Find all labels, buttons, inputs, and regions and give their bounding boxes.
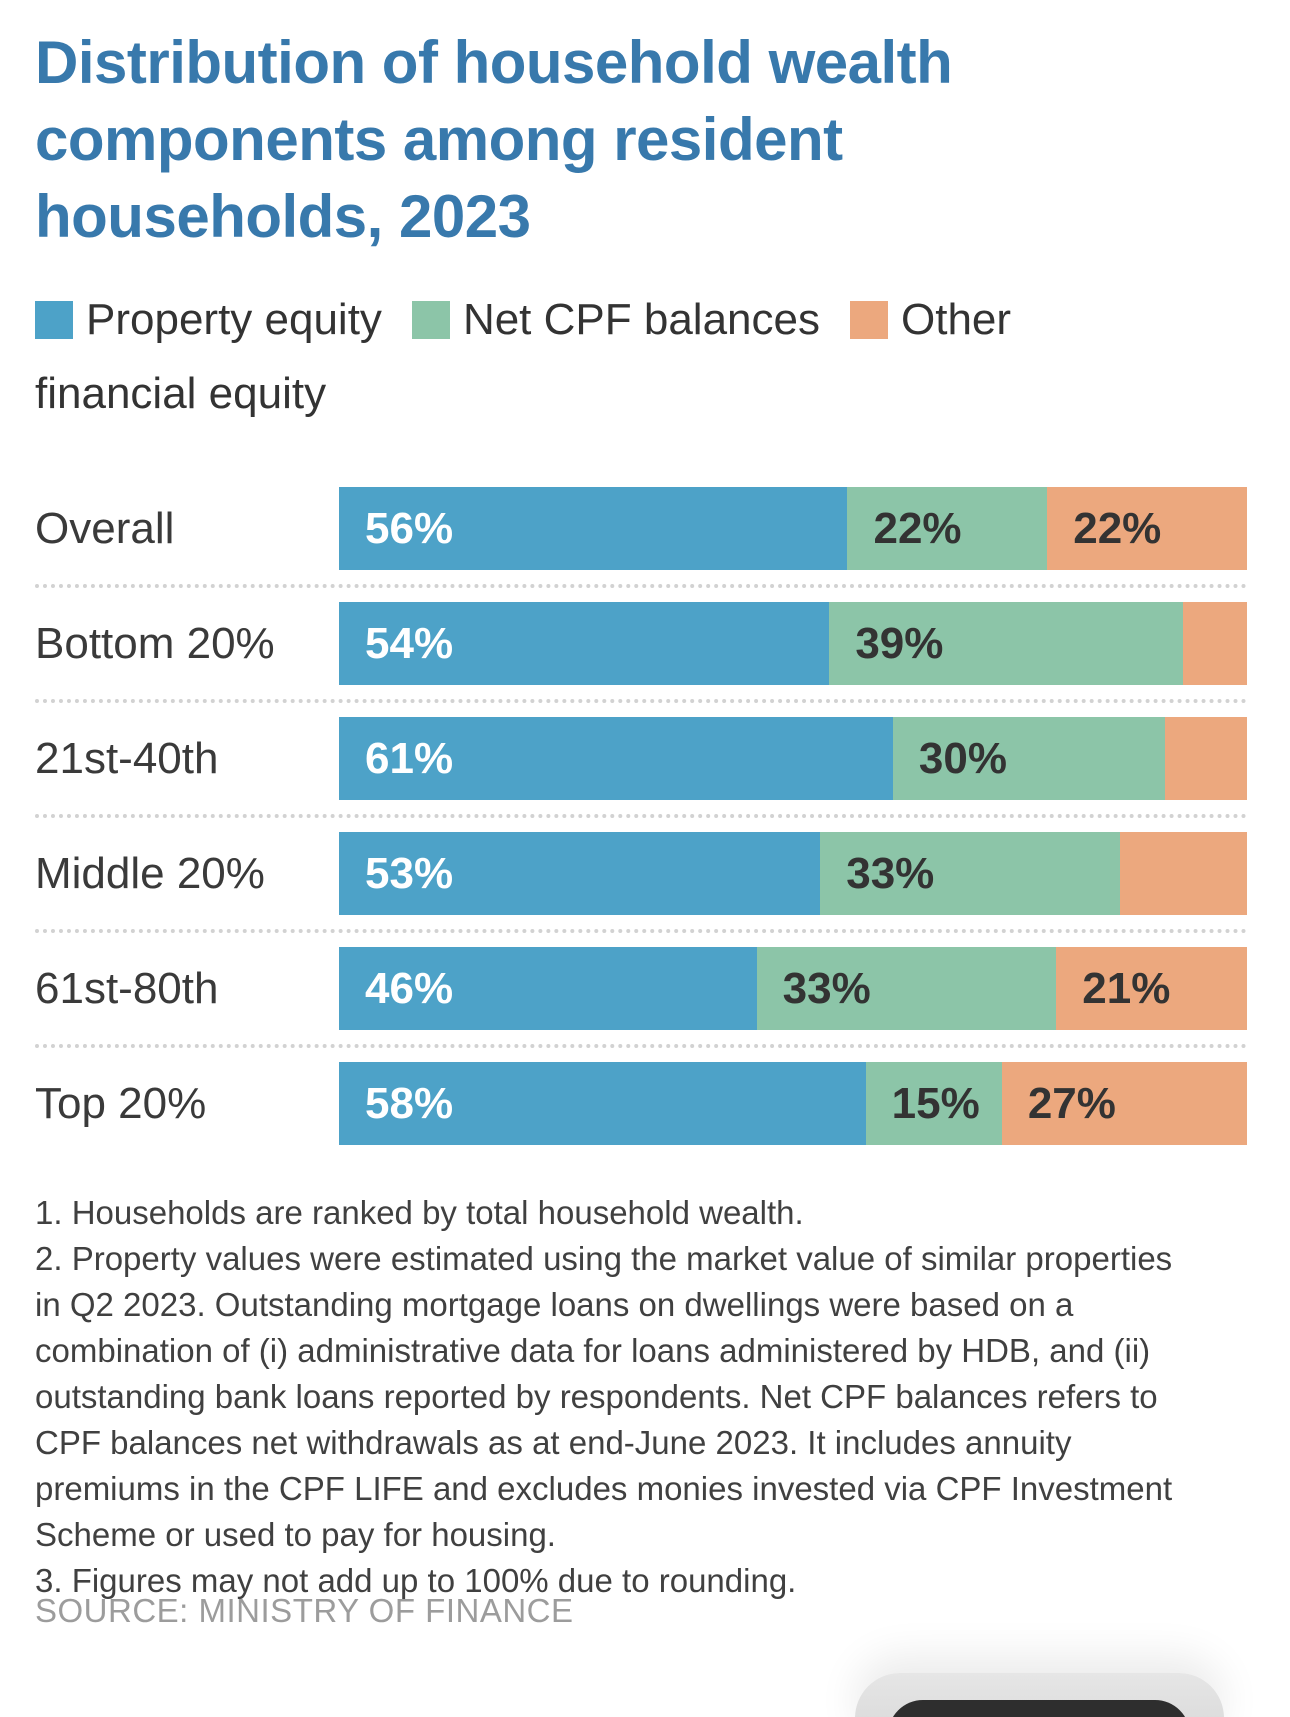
bar-segment-property-equity: 56% bbox=[339, 487, 848, 570]
bar-stack: 61% 30% bbox=[339, 717, 1247, 800]
stacked-bar-chart: Overall 56% 22% 22% Bottom 20% 54% 39% 21st-40t… bbox=[35, 487, 1247, 1145]
category-label: Top 20% bbox=[35, 1078, 207, 1128]
bar-segment-net-cpf-balances: 39% bbox=[829, 602, 1184, 685]
bar-segment-other-financial-equity: 22% bbox=[1047, 487, 1247, 570]
bar-stack: 53% 33% bbox=[339, 832, 1247, 915]
legend-label: Net CPF balances bbox=[462, 295, 820, 344]
category-label: Overall bbox=[35, 503, 175, 553]
value-label: 58% bbox=[365, 1078, 454, 1128]
row-separator bbox=[35, 584, 1247, 588]
bar-segment-property-equity: 53% bbox=[339, 832, 821, 915]
bar-segment-other-financial-equity bbox=[1165, 717, 1247, 800]
chart-title-line: Distribution of household wealth bbox=[35, 29, 953, 97]
chart-row: Bottom 20% 54% 39% bbox=[35, 602, 1247, 685]
row-separator bbox=[35, 699, 1247, 703]
chart-title-line: households, 2023 bbox=[35, 183, 531, 251]
value-label: 56% bbox=[365, 503, 454, 553]
bar-segment-net-cpf-balances: 15% bbox=[865, 1062, 1002, 1145]
value-label: 61% bbox=[365, 733, 454, 783]
value-label: 46% bbox=[365, 963, 454, 1013]
value-label: 39% bbox=[855, 618, 944, 668]
bar-segment-other-financial-equity: 27% bbox=[1001, 1062, 1247, 1145]
legend-label: Property equity bbox=[86, 295, 382, 344]
bar-stack: 56% 22% 22% bbox=[339, 487, 1247, 570]
value-label: 22% bbox=[1073, 503, 1162, 553]
chart-row: 61st-80th 46% 33% 21% bbox=[35, 947, 1247, 1030]
chart-row: Top 20% 58% 15% 27% bbox=[35, 1062, 1247, 1145]
floating-pill-button[interactable] bbox=[855, 1673, 1224, 1717]
category-label: 61st-80th bbox=[35, 963, 219, 1013]
bar-segment-property-equity: 58% bbox=[339, 1062, 866, 1145]
legend-item: Property equity bbox=[35, 295, 382, 344]
bar-segment-property-equity: 61% bbox=[339, 717, 893, 800]
legend-swatch-icon bbox=[850, 301, 888, 339]
value-label: 27% bbox=[1027, 1078, 1116, 1128]
value-label: 21% bbox=[1082, 963, 1171, 1013]
floating-pill-inner bbox=[888, 1700, 1190, 1717]
bar-segment-net-cpf-balances: 22% bbox=[847, 487, 1048, 570]
value-label: 33% bbox=[846, 848, 935, 898]
bar-segment-other-financial-equity bbox=[1119, 832, 1247, 915]
chart-footnotes: 1. Households are ranked by total househ… bbox=[35, 1190, 1175, 1604]
row-separator bbox=[35, 814, 1247, 818]
bar-segment-other-financial-equity: 21% bbox=[1056, 947, 1247, 1030]
chart-legend: Property equity Net CPF balances Other fin… bbox=[35, 283, 1115, 431]
legend-item: Other financial equity bbox=[35, 295, 1011, 418]
category-label: Middle 20% bbox=[35, 848, 265, 898]
bar-segment-property-equity: 46% bbox=[339, 947, 757, 1030]
legend-item: Net CPF balances bbox=[382, 295, 820, 344]
chart-row: Middle 20% 53% 33% bbox=[35, 832, 1247, 915]
bar-stack: 46% 33% 21% bbox=[339, 947, 1247, 1030]
bar-segment-other-financial-equity bbox=[1183, 602, 1247, 685]
legend-label: Other financial equity bbox=[35, 295, 1012, 418]
legend-swatch-icon bbox=[35, 301, 73, 339]
bar-segment-net-cpf-balances: 33% bbox=[820, 832, 1120, 915]
category-label: Bottom 20% bbox=[35, 618, 275, 668]
value-label: 53% bbox=[365, 848, 454, 898]
chart-title: Distribution of household wealth compone… bbox=[35, 24, 1245, 255]
bar-segment-property-equity: 54% bbox=[339, 602, 830, 685]
footnote-1: 1. Households are ranked by total househ… bbox=[35, 1194, 804, 1231]
legend-swatch-icon bbox=[411, 301, 450, 339]
chart-title-line: components among resident bbox=[35, 106, 843, 174]
row-separator bbox=[35, 929, 1247, 933]
category-label: 21st-40th bbox=[35, 733, 219, 783]
footnote-3: 3. Figures may not add up to 100% due to… bbox=[35, 1562, 797, 1599]
value-label: 15% bbox=[891, 1078, 980, 1128]
chart-row: 21st-40th 61% 30% bbox=[35, 717, 1247, 800]
footnote-2: 2. Property values were estimated using … bbox=[35, 1240, 1173, 1553]
source-attribution: SOURCE: MINISTRY OF FINANCE bbox=[35, 1592, 574, 1629]
bar-stack: 54% 39% bbox=[339, 602, 1247, 685]
value-label: 22% bbox=[873, 503, 962, 553]
chart-row: Overall 56% 22% 22% bbox=[35, 487, 1247, 570]
bar-segment-net-cpf-balances: 33% bbox=[756, 947, 1057, 1030]
bar-stack: 58% 15% 27% bbox=[339, 1062, 1247, 1145]
value-label: 30% bbox=[918, 733, 1007, 783]
row-separator bbox=[35, 1044, 1247, 1048]
value-label: 33% bbox=[782, 963, 871, 1013]
value-label: 54% bbox=[365, 618, 454, 668]
bar-segment-net-cpf-balances: 30% bbox=[892, 717, 1166, 800]
